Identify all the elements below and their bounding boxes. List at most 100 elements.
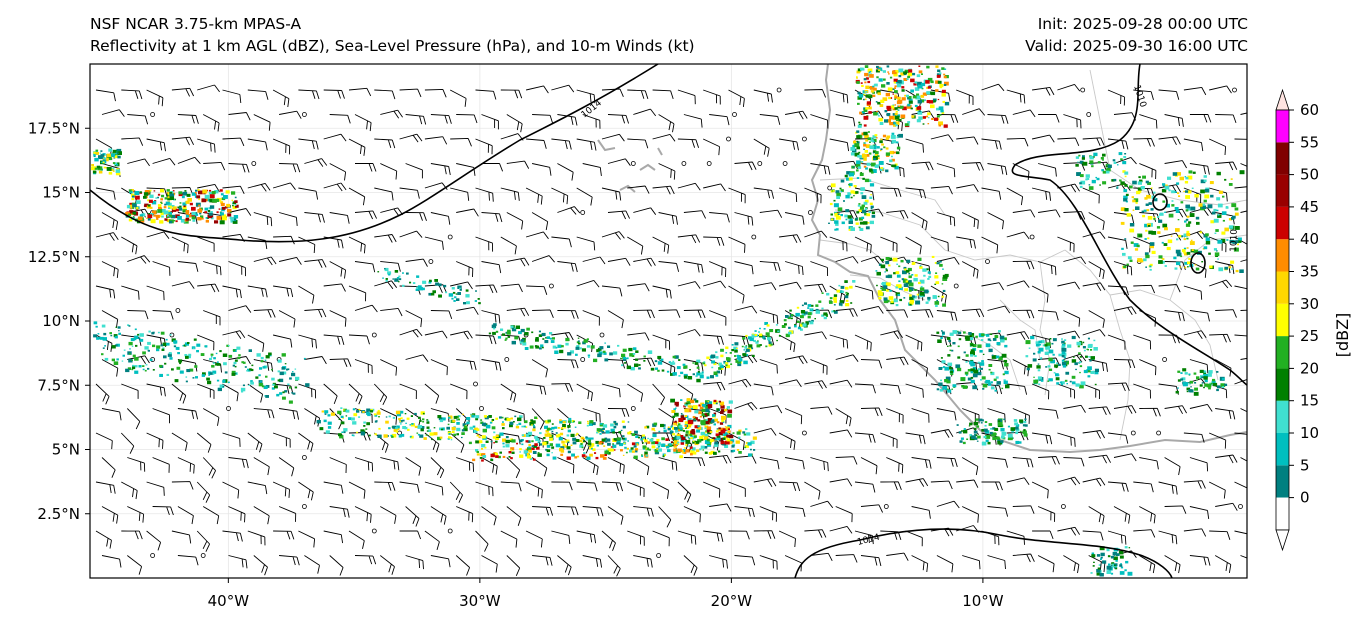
lat-tick-label: 5°N: [52, 441, 80, 459]
echo-cell: [995, 355, 1000, 359]
echo-cell: [893, 151, 896, 154]
echo-cell: [398, 281, 400, 283]
echo-cell: [388, 415, 391, 418]
calm-wind-marker: [656, 553, 661, 558]
echo-cell: [743, 360, 748, 365]
echo-cell: [1228, 225, 1234, 229]
echo-cell: [936, 107, 940, 111]
echo-cell: [731, 349, 735, 352]
wind-barb: [956, 89, 974, 105]
echo-cell: [973, 421, 979, 426]
echo-cell: [276, 393, 280, 397]
echo-cell: [738, 451, 742, 454]
echo-cell: [516, 442, 518, 445]
echo-cell: [921, 73, 923, 75]
echo-cell: [1173, 256, 1177, 260]
wind-barb: [962, 212, 979, 229]
echo-cell: [185, 200, 190, 204]
echo-cell: [930, 104, 935, 109]
wind-barb: [329, 457, 347, 474]
echo-cell: [926, 100, 931, 104]
echo-cell: [118, 332, 121, 335]
isobar-1014-south: [794, 528, 1173, 578]
echo-cell: [685, 440, 691, 444]
echo-cell: [725, 346, 729, 350]
echo-cell: [858, 217, 863, 221]
echo-cell: [708, 401, 713, 405]
echo-cell: [583, 440, 586, 443]
echo-cell: [376, 411, 381, 415]
echo-cell: [743, 433, 747, 436]
echo-cell: [745, 345, 748, 347]
echo-cell: [870, 208, 873, 210]
echo-cell: [563, 426, 567, 429]
echo-cell: [727, 413, 732, 418]
wind-barb: [703, 280, 726, 289]
echo-cell: [628, 347, 633, 352]
wind-barb: [1113, 506, 1131, 524]
echo-cell: [348, 417, 352, 420]
echo-cell: [585, 436, 589, 440]
wind-barb: [1234, 138, 1247, 140]
echo-cell: [935, 281, 940, 285]
wind-barb: [829, 236, 848, 252]
echo-cell: [508, 456, 511, 458]
echo-cell: [1146, 209, 1150, 212]
echo-cell: [926, 65, 930, 69]
wind-barb: [1164, 457, 1181, 476]
echo-cell: [216, 379, 220, 382]
echo-cell: [936, 299, 938, 302]
echo-cell: [1035, 343, 1040, 347]
echo-cell: [378, 427, 381, 430]
echo-cell: [941, 335, 944, 337]
wind-barb: [956, 184, 979, 193]
title-block-left: NSF NCAR 3.75-km MPAS-A Reflectivity at …: [90, 13, 695, 57]
wind-barb: [1032, 530, 1054, 540]
echo-cell: [450, 437, 453, 439]
wind-barb: [829, 429, 853, 438]
echo-cell: [1076, 341, 1081, 346]
echo-cell: [853, 185, 857, 188]
echo-cell: [287, 368, 290, 371]
echo-cell: [519, 451, 521, 453]
echo-cell: [993, 433, 997, 436]
echo-cell: [682, 430, 685, 432]
echo-cell: [705, 430, 707, 432]
echo-cell: [1113, 178, 1117, 182]
echo-cell: [168, 207, 171, 209]
colorbar-segment: [1276, 142, 1289, 175]
wind-barb: [627, 383, 644, 402]
echo-cell: [968, 425, 971, 427]
wind-barb: [728, 432, 745, 450]
echo-cell: [148, 330, 151, 333]
wind-barb: [1063, 404, 1086, 413]
echo-cell: [724, 440, 730, 445]
echo-cell: [472, 425, 476, 428]
echo-cell: [678, 418, 684, 422]
echo-cell: [809, 308, 814, 312]
echo-cell: [151, 200, 157, 205]
echo-cell: [1194, 194, 1199, 198]
echo-cell: [643, 355, 646, 358]
echo-cell: [712, 414, 716, 417]
echo-cell: [1176, 238, 1179, 241]
echo-cell: [391, 433, 397, 438]
echo-cell: [1022, 424, 1026, 427]
echo-cell: [892, 88, 895, 90]
echo-cell: [208, 212, 213, 216]
echo-cell: [875, 101, 878, 103]
echo-cell: [1221, 211, 1227, 215]
echo-cell: [906, 94, 909, 98]
calm-wind-marker: [985, 259, 990, 264]
echo-cell: [1003, 359, 1008, 363]
echo-cell: [626, 357, 629, 360]
echo-cell: [875, 137, 878, 139]
echo-cell: [990, 333, 993, 335]
echo-cell: [787, 316, 791, 320]
echo-cell: [319, 427, 324, 431]
echo-cell: [121, 360, 124, 362]
echo-cell: [958, 431, 962, 434]
echo-cell: [974, 355, 977, 357]
echo-cell: [441, 417, 446, 421]
echo-cell: [525, 433, 531, 437]
